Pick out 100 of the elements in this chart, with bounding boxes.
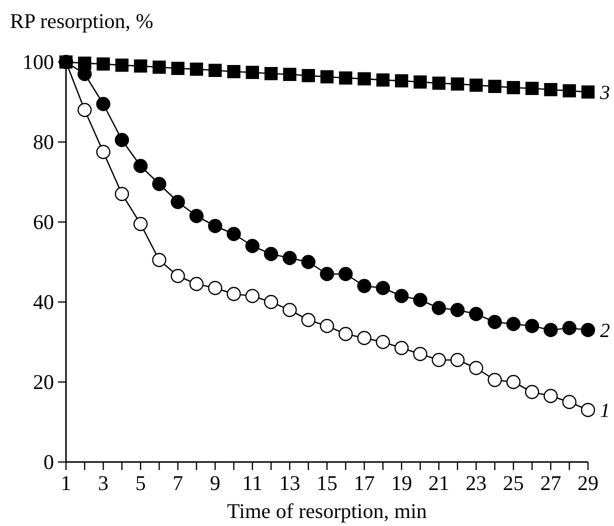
y-tick-label: 40 (33, 290, 54, 314)
point (525, 82, 539, 95)
point (580, 322, 596, 338)
point (524, 384, 540, 400)
point (394, 340, 409, 356)
point (96, 144, 110, 160)
point (264, 246, 278, 262)
point (96, 57, 110, 71)
point (134, 59, 148, 73)
point (432, 352, 446, 368)
point (208, 280, 222, 296)
x-tick-label: 25 (502, 471, 524, 495)
point (301, 254, 316, 270)
point (413, 346, 428, 362)
point (189, 276, 204, 292)
point (544, 388, 558, 404)
point (470, 78, 483, 92)
point (264, 294, 278, 310)
point (208, 218, 222, 234)
x-tick-label: 5 (135, 471, 146, 495)
point (114, 132, 130, 148)
point (301, 312, 316, 328)
point (96, 96, 110, 112)
y-tick-label: 100 (22, 50, 54, 74)
point (394, 74, 408, 88)
point (170, 194, 185, 210)
point (189, 208, 204, 224)
point (562, 84, 576, 98)
point (133, 158, 148, 174)
point (450, 302, 465, 318)
point (320, 266, 334, 282)
point (544, 83, 558, 96)
point (376, 73, 390, 87)
point (488, 80, 502, 93)
point (414, 75, 427, 89)
point (581, 85, 595, 99)
y-axis-title: RP resorption, % (10, 9, 154, 33)
point (245, 288, 260, 304)
point (190, 62, 204, 76)
point (432, 76, 446, 90)
x-tick-label: 7 (172, 471, 184, 495)
point (152, 176, 166, 192)
point (506, 374, 521, 390)
point (524, 318, 540, 334)
x-tick-label: 9 (210, 471, 220, 495)
point (506, 316, 521, 332)
point (544, 322, 558, 338)
point (580, 402, 596, 418)
x-tick-label: 15 (316, 471, 338, 495)
point (339, 71, 352, 85)
point (376, 280, 390, 296)
y-tick-label: 0 (44, 450, 54, 474)
y-tick-label: 20 (33, 370, 54, 394)
point (115, 58, 129, 72)
point (562, 394, 576, 410)
point (432, 300, 446, 316)
point (562, 320, 576, 336)
point (488, 314, 502, 330)
point (282, 302, 297, 318)
x-tick-label: 21 (428, 471, 450, 495)
point (358, 72, 371, 86)
point (78, 102, 92, 118)
point (376, 334, 390, 350)
point (302, 69, 315, 82)
point (469, 360, 484, 376)
point (450, 77, 464, 91)
point (114, 186, 130, 202)
point (394, 288, 409, 304)
point (283, 68, 296, 81)
series-label: 2 (600, 320, 610, 342)
x-tick-label: 23 (466, 471, 487, 495)
point (226, 226, 241, 242)
x-tick-label: 29 (578, 471, 598, 495)
point (152, 60, 166, 74)
series-label: 1 (600, 400, 610, 422)
point (133, 216, 148, 232)
point (246, 66, 260, 79)
point (450, 352, 465, 368)
point (488, 372, 502, 388)
point (338, 266, 353, 282)
point (338, 326, 353, 342)
point (282, 250, 297, 266)
point (357, 330, 372, 346)
point (171, 62, 184, 75)
point (208, 64, 222, 77)
point (170, 268, 185, 284)
x-tick-label: 19 (391, 471, 412, 495)
x-tick-label: 1 (60, 471, 72, 495)
point (78, 56, 92, 70)
x-tick-label: 17 (354, 471, 375, 495)
y-tick-label: 60 (33, 210, 54, 234)
point (227, 65, 240, 78)
point (264, 67, 278, 80)
point (320, 318, 334, 334)
point (469, 306, 484, 322)
x-tick-label: 27 (540, 471, 562, 495)
point (357, 278, 372, 294)
point (152, 252, 166, 268)
x-axis-title: Time of resorption, min (227, 499, 428, 523)
point (413, 292, 428, 308)
